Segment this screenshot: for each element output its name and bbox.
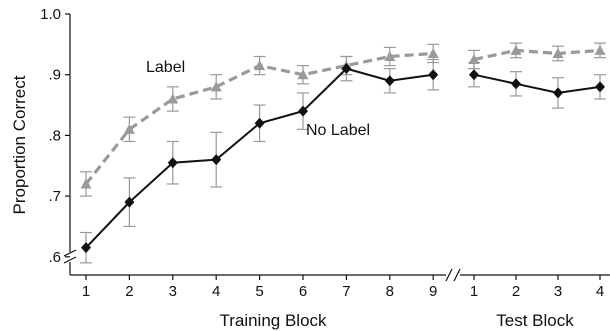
data-point-label xyxy=(552,47,564,58)
y-tick-label: .7 xyxy=(48,188,61,205)
y-tick-label: .6 xyxy=(48,249,61,266)
data-point-label xyxy=(468,54,480,65)
data-point-no-label xyxy=(595,81,605,93)
x-tick-label: 1 xyxy=(470,283,478,300)
data-point-no-label xyxy=(81,242,91,254)
data-point-no-label xyxy=(298,105,308,117)
x-tick-label: 6 xyxy=(299,283,307,300)
x-tick-label: 1 xyxy=(82,283,90,300)
x-axis-break xyxy=(445,268,461,282)
x-tick-label: 7 xyxy=(342,283,350,300)
series-line-no-label xyxy=(473,73,601,94)
y-tick-label: .9 xyxy=(48,67,61,84)
data-point-label xyxy=(594,44,606,55)
axes xyxy=(63,14,610,282)
x-tick-label: 5 xyxy=(255,283,263,300)
y-axis-title: Proportion Correct xyxy=(10,75,29,214)
data-point-label xyxy=(297,69,309,80)
data-point-no-label xyxy=(124,196,135,208)
data-point-label xyxy=(254,60,266,71)
data-point-no-label xyxy=(341,63,352,75)
series-layer xyxy=(80,42,606,264)
x-axis-title-training: Training Block xyxy=(219,311,327,330)
y-tick-label: 1.0 xyxy=(40,6,61,23)
x-tick-label: 4 xyxy=(212,283,220,300)
x-tick-label: 3 xyxy=(554,283,562,300)
series-label-label: Label xyxy=(146,59,185,76)
x-tick-label: 9 xyxy=(429,283,437,300)
x-tick-label: 2 xyxy=(125,283,133,300)
data-point-no-label xyxy=(553,87,563,99)
data-point-no-label xyxy=(211,154,222,166)
x-tick-label: 4 xyxy=(596,283,604,300)
y-tick-label: .8 xyxy=(48,127,61,144)
data-point-no-label xyxy=(469,69,479,81)
data-point-label xyxy=(510,44,522,55)
y-axis-break xyxy=(63,249,77,264)
x-tick-label: 3 xyxy=(169,283,177,300)
data-point-no-label xyxy=(511,78,521,90)
series-line-no-label xyxy=(85,67,434,249)
y-axis-ticks: 1.0 .9 .8 .7 .6 xyxy=(40,6,70,266)
x-tick-label: 8 xyxy=(386,283,394,300)
data-point-no-label xyxy=(428,69,439,81)
series-line-label xyxy=(473,48,601,62)
series-label-no-label: No Label xyxy=(306,122,370,139)
data-point-label xyxy=(80,178,92,189)
data-point-no-label xyxy=(254,117,265,129)
data-point-label xyxy=(384,50,396,61)
data-point-label xyxy=(210,81,222,92)
x-axis-title-test: Test Block xyxy=(496,311,574,330)
data-point-label xyxy=(123,123,135,134)
x-axis-ticks: 1 2 3 4 5 6 7 8 9 1 2 3 4 xyxy=(82,275,604,300)
x-tick-label: 2 xyxy=(512,283,520,300)
data-point-label xyxy=(427,47,439,58)
data-point-no-label xyxy=(167,157,178,169)
data-point-no-label xyxy=(384,75,395,87)
data-point-label xyxy=(167,93,179,104)
